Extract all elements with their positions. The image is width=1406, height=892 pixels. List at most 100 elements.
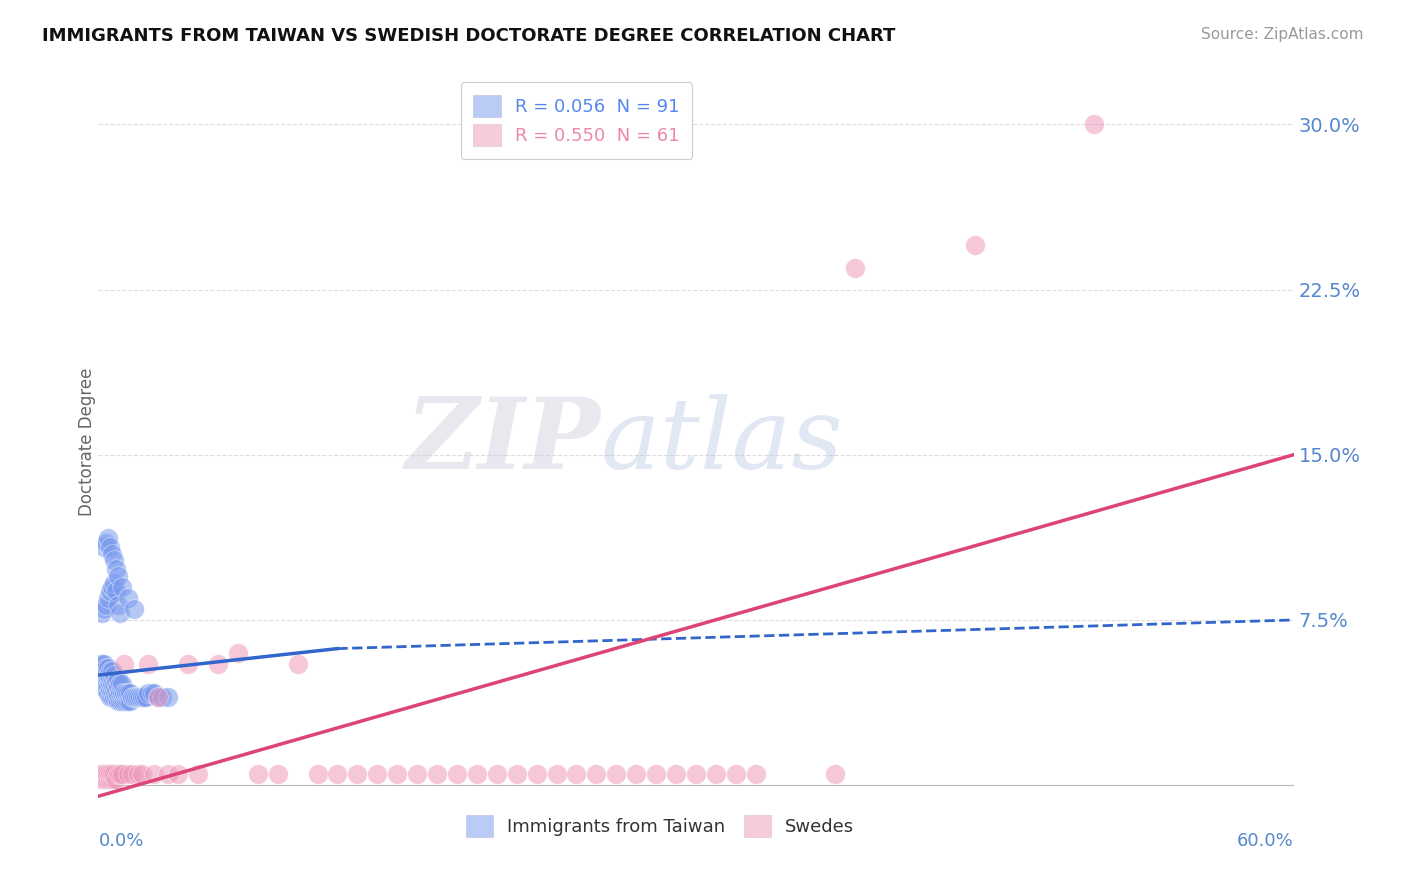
Point xyxy=(1083,117,1105,131)
Point xyxy=(91,767,114,781)
Point xyxy=(91,673,114,687)
Point xyxy=(97,686,120,700)
Point xyxy=(120,694,142,708)
Point xyxy=(115,694,138,708)
Point xyxy=(121,690,143,704)
Point xyxy=(136,686,159,700)
Point xyxy=(89,664,111,678)
Point xyxy=(89,772,111,786)
Point xyxy=(93,657,115,671)
Point xyxy=(110,686,132,700)
Point xyxy=(125,690,148,704)
Point xyxy=(96,772,118,786)
Point xyxy=(111,686,134,700)
Point xyxy=(93,602,115,616)
Point xyxy=(91,657,114,671)
Point xyxy=(129,690,152,704)
Point xyxy=(112,657,135,671)
Point xyxy=(585,767,607,781)
Point xyxy=(346,767,368,781)
Point xyxy=(103,767,125,781)
Point xyxy=(105,690,128,704)
Point xyxy=(465,767,488,781)
Point xyxy=(101,580,124,594)
Text: ZIP: ZIP xyxy=(405,393,600,490)
Point xyxy=(117,694,139,708)
Point xyxy=(115,686,138,700)
Point xyxy=(124,602,146,616)
Point xyxy=(97,772,120,786)
Point xyxy=(101,683,124,698)
Point xyxy=(97,532,120,546)
Legend: Immigrants from Taiwan, Swedes: Immigrants from Taiwan, Swedes xyxy=(458,808,862,845)
Point xyxy=(101,677,124,691)
Point xyxy=(97,591,120,605)
Point xyxy=(565,767,588,781)
Point xyxy=(101,772,124,786)
Point xyxy=(97,661,120,675)
Point xyxy=(97,673,120,687)
Point xyxy=(131,767,153,781)
Point xyxy=(110,767,132,781)
Point xyxy=(103,677,125,691)
Point xyxy=(103,683,125,698)
Point xyxy=(105,674,128,689)
Point xyxy=(131,690,153,704)
Point xyxy=(111,580,134,594)
Point xyxy=(366,767,388,781)
Point xyxy=(107,673,129,687)
Point xyxy=(105,584,128,599)
Point xyxy=(110,607,132,621)
Point xyxy=(246,767,269,781)
Point xyxy=(103,575,125,590)
Point xyxy=(112,694,135,708)
Point xyxy=(148,690,170,704)
Point xyxy=(96,683,118,698)
Point xyxy=(385,767,409,781)
Point xyxy=(93,541,115,555)
Point xyxy=(97,767,120,781)
Point xyxy=(98,584,122,599)
Point xyxy=(91,664,114,678)
Point xyxy=(103,553,125,567)
Text: Source: ZipAtlas.com: Source: ZipAtlas.com xyxy=(1201,27,1364,42)
Point xyxy=(124,690,146,704)
Point xyxy=(98,690,122,704)
Point xyxy=(824,767,846,781)
Point xyxy=(704,767,727,781)
Point xyxy=(626,767,648,781)
Point xyxy=(267,767,290,781)
Text: IMMIGRANTS FROM TAIWAN VS SWEDISH DOCTORATE DEGREE CORRELATION CHART: IMMIGRANTS FROM TAIWAN VS SWEDISH DOCTOR… xyxy=(42,27,896,45)
Point xyxy=(98,772,122,786)
Point xyxy=(150,690,173,704)
Point xyxy=(93,664,115,678)
Point xyxy=(110,677,132,691)
Point xyxy=(103,668,125,682)
Point xyxy=(406,767,429,781)
Point xyxy=(226,646,249,660)
Point xyxy=(93,668,115,682)
Text: 0.0%: 0.0% xyxy=(98,831,143,850)
Point xyxy=(148,690,170,704)
Point xyxy=(187,767,209,781)
Point xyxy=(96,661,118,675)
Point xyxy=(685,767,707,781)
Point xyxy=(167,767,190,781)
Point xyxy=(546,767,568,781)
Point xyxy=(105,562,128,576)
Point xyxy=(127,767,149,781)
Point xyxy=(91,607,114,621)
Point xyxy=(89,657,111,671)
Point xyxy=(98,670,122,684)
Point xyxy=(143,767,166,781)
Point xyxy=(103,772,125,786)
Point xyxy=(426,767,449,781)
Point xyxy=(101,547,124,561)
Point xyxy=(91,668,114,682)
Point xyxy=(127,690,149,704)
Point xyxy=(117,591,139,605)
Point xyxy=(506,767,529,781)
Point xyxy=(135,690,157,704)
Point xyxy=(98,541,122,555)
Point xyxy=(93,772,115,786)
